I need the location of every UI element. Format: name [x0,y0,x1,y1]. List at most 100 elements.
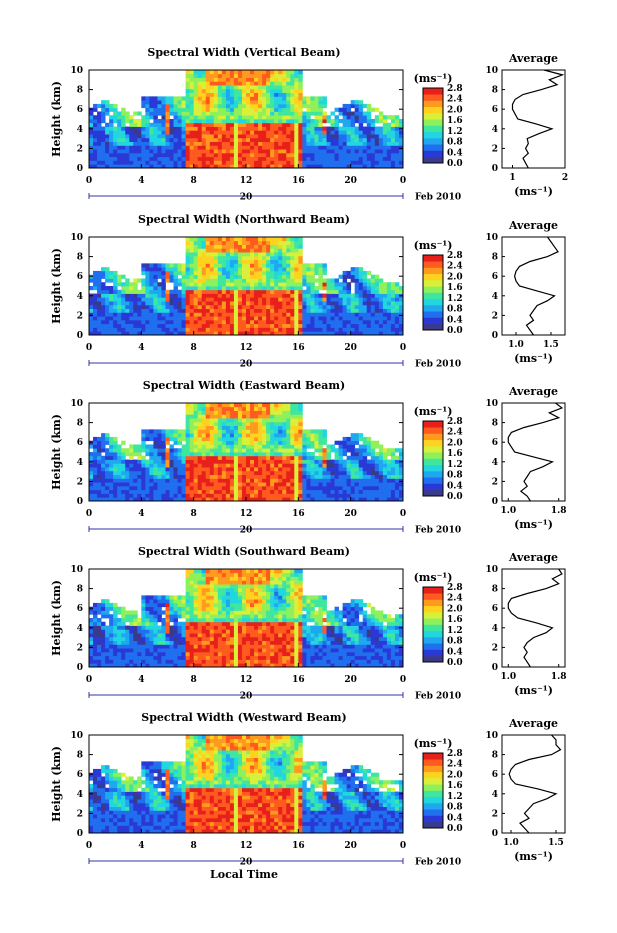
heatmap-cell [282,456,286,460]
heatmap-cell [242,74,246,78]
heatmap-cell [186,160,190,164]
heatmap-cell [278,282,282,286]
heatmap-cell [161,482,165,486]
heatmap-cell [89,656,93,660]
heatmap-cell [318,286,322,290]
heatmap-cell [258,271,262,275]
heatmap-cell [274,286,278,290]
heatmap-cell [250,305,254,309]
heatmap-cell [141,437,145,441]
heatmap-cell [170,275,174,279]
heatmap-cell [250,96,254,100]
heatmap-cell [97,305,101,309]
heatmap-cell [286,153,290,157]
heatmap-cell [391,448,395,452]
heatmap-cell [331,130,335,134]
heatmap-cell [101,286,105,290]
heatmap-cell [194,278,198,282]
heatmap-cell [145,104,149,108]
heatmap-cell [383,324,387,328]
heatmap-cell [210,93,214,97]
heatmap-cell [97,294,101,298]
heatmap-cell [258,490,262,494]
heatmap-cell [178,297,182,301]
heatmap-cell [306,460,310,464]
heatmap-cell [89,305,93,309]
heatmap-cell [375,324,379,328]
heatmap-cell [174,490,178,494]
heatmap-cell [174,290,178,294]
heatmap-cell [93,622,97,626]
heatmap-cell [351,138,355,142]
heatmap-cell [250,241,254,245]
heatmap-cell [149,145,153,149]
heatmap-cell [254,89,258,93]
heatmap-cell [339,275,343,279]
heatmap-cell [359,142,363,146]
heatmap-cell [298,93,302,97]
heatmap-cell [286,290,290,294]
heatmap-cell [170,320,174,324]
heatmap-cell [286,282,290,286]
heatmap-cell [254,119,258,123]
heatmap-cell [367,160,371,164]
heatmap-cell [318,452,322,456]
heatmap-cell [129,294,133,298]
heatmap-cell [379,138,383,142]
heatmap-cell [198,278,202,282]
y-tick-label: 2 [77,144,83,154]
heatmap-cell [93,607,97,611]
heatmap-cell [206,418,210,422]
heatmap-cell [270,475,274,479]
heatmap-cell [101,463,105,467]
heatmap-cell [347,467,351,471]
heatmap-cell [218,414,222,418]
heatmap-cell [266,142,270,146]
heatmap-cell [294,294,298,298]
heatmap-cell [318,160,322,164]
heatmap-cell [133,320,137,324]
heatmap-cell [137,490,141,494]
heatmap-cell [371,490,375,494]
heatmap-cell [234,160,238,164]
heatmap-cell [262,85,266,89]
heatmap-cell [145,115,149,119]
heatmap-cell [355,267,359,271]
heatmap-cell [226,145,230,149]
heatmap-cell [161,108,165,112]
heatmap-cell [367,305,371,309]
heatmap-cell [230,245,234,249]
heatmap-cell [242,297,246,301]
heatmap-cell [174,463,178,467]
heatmap-cell [194,429,198,433]
heatmap-cell [101,282,105,286]
heatmap-cell [101,637,105,641]
heatmap-cell [266,267,270,271]
heatmap-cell [274,248,278,252]
heatmap-cell [343,327,347,331]
heatmap-cell [351,305,355,309]
heatmap-cell [290,111,294,115]
heatmap-cell [121,312,125,316]
heatmap-cell [294,115,298,119]
heatmap-cell [274,426,278,430]
heatmap-cell [379,282,383,286]
heatmap-cell [202,134,206,138]
heatmap-cell [170,96,174,100]
heatmap-cell [125,138,129,142]
heatmap-cell [278,100,282,104]
heatmap-cell [310,160,314,164]
heatmap-cell [222,297,226,301]
x-tick-label: 0 [400,509,406,519]
heatmap-cell [242,252,246,256]
heatmap-cell [222,111,226,115]
heatmap-cell [117,309,121,313]
heatmap-cell [222,418,226,422]
heatmap-cell [298,70,302,74]
heatmap-cell [105,633,109,637]
heatmap-cell [222,475,226,479]
heatmap-cell [290,275,294,279]
heatmap-cell [391,301,395,305]
heatmap-cell [226,267,230,271]
colorbar-segment [423,452,443,459]
